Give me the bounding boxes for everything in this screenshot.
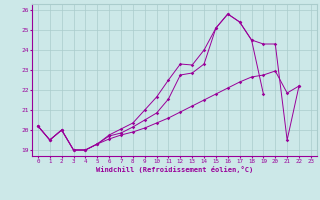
X-axis label: Windchill (Refroidissement éolien,°C): Windchill (Refroidissement éolien,°C) xyxy=(96,166,253,173)
